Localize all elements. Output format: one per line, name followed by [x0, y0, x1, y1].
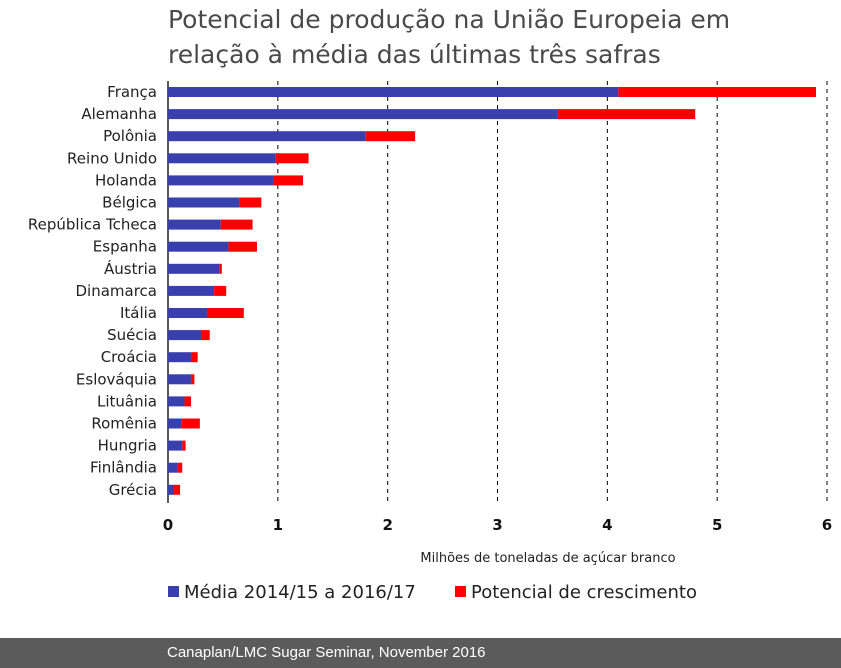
bar-growth — [220, 219, 253, 230]
bar-base — [168, 87, 619, 97]
bars — [168, 87, 817, 495]
bar-base — [168, 219, 221, 230]
category-label: Polônia — [103, 127, 157, 145]
x-tick-label: 1 — [273, 516, 283, 534]
x-tick-label: 6 — [822, 516, 832, 534]
x-tick-label: 5 — [712, 516, 722, 534]
bar-base — [168, 418, 182, 429]
bar-base — [168, 241, 229, 252]
bar-growth — [275, 153, 309, 164]
legend: Média 2014/15 a 2016/17 Potencial de cres… — [168, 582, 697, 603]
bar-growth — [200, 330, 210, 341]
category-label: Holanda — [95, 171, 157, 189]
category-label: Hungria — [98, 437, 157, 455]
bar-base — [168, 330, 201, 341]
category-label: França — [107, 83, 157, 101]
category-label: Romênia — [91, 415, 157, 433]
bar-growth — [239, 197, 262, 208]
bar-base — [168, 197, 240, 208]
chart-title: Potencial de produção na União Europeia … — [168, 5, 731, 69]
category-label: Itália — [120, 304, 157, 322]
bar-growth — [365, 131, 416, 142]
footer: Canaplan/LMC Sugar Seminar, November 201… — [0, 638, 841, 668]
x-tick-label: 0 — [163, 516, 173, 534]
legend-label-base: Média 2014/15 a 2016/17 — [184, 582, 416, 603]
category-label: Grécia — [109, 481, 157, 499]
bar-base — [168, 374, 192, 385]
bar-growth — [191, 352, 198, 363]
category-label: Bélgica — [102, 194, 157, 212]
bar-growth — [177, 462, 183, 473]
category-label: Alemanha — [81, 105, 157, 123]
bar-base — [168, 263, 220, 274]
bar-growth — [181, 418, 200, 429]
bar-growth — [228, 241, 257, 252]
x-axis-title: Milhões de toneladas de açúcar branco — [420, 551, 675, 566]
bar-base — [168, 440, 183, 451]
bar-base — [168, 396, 185, 407]
bar-growth — [557, 109, 696, 120]
bar-growth — [184, 396, 192, 407]
bar-base — [168, 131, 366, 142]
bar-base — [168, 352, 192, 363]
bar-base — [168, 484, 174, 495]
tick-labels: 0 1 2 3 4 5 6 — [163, 516, 832, 534]
bar-chart: França Alemanha Polônia Reino Unido Holanda B… — [28, 81, 832, 603]
bar-growth — [618, 87, 817, 97]
bar-base — [168, 285, 215, 296]
legend-swatch-base — [168, 586, 179, 597]
footer-text: Canaplan/LMC Sugar Seminar, November 201… — [167, 644, 486, 661]
legend-label-growth: Potencial de crescimento — [471, 582, 697, 603]
bar-base — [168, 308, 208, 318]
category-label: Espanha — [93, 238, 157, 256]
bar-growth — [273, 175, 304, 186]
bar-growth — [173, 484, 181, 495]
legend-swatch-growth — [455, 586, 466, 597]
bar-base — [168, 153, 276, 164]
category-label: Reino Unido — [67, 149, 157, 167]
category-label: Eslováquia — [76, 370, 157, 388]
category-labels: França Alemanha Polônia Reino Unido Holanda B… — [28, 83, 157, 499]
bar-growth — [191, 374, 195, 385]
bar-growth — [182, 440, 186, 451]
category-label: Áustria — [104, 259, 157, 278]
bar-base — [168, 175, 274, 186]
category-label: Suécia — [107, 326, 157, 344]
category-label: Dinamarca — [76, 282, 158, 300]
bar-growth — [219, 263, 222, 274]
bar-growth — [207, 308, 244, 318]
bar-growth — [214, 285, 227, 296]
category-label: Finlândia — [90, 459, 157, 477]
category-label: Croácia — [101, 348, 157, 366]
bar-base — [168, 109, 558, 120]
category-label: República Tcheca — [28, 216, 157, 234]
gridlines — [167, 81, 828, 503]
bar-base — [168, 462, 178, 473]
x-tick-label: 3 — [492, 516, 502, 534]
x-tick-label: 2 — [382, 516, 392, 534]
x-tick-label: 4 — [602, 516, 612, 534]
category-label: Lituânia — [97, 392, 157, 410]
